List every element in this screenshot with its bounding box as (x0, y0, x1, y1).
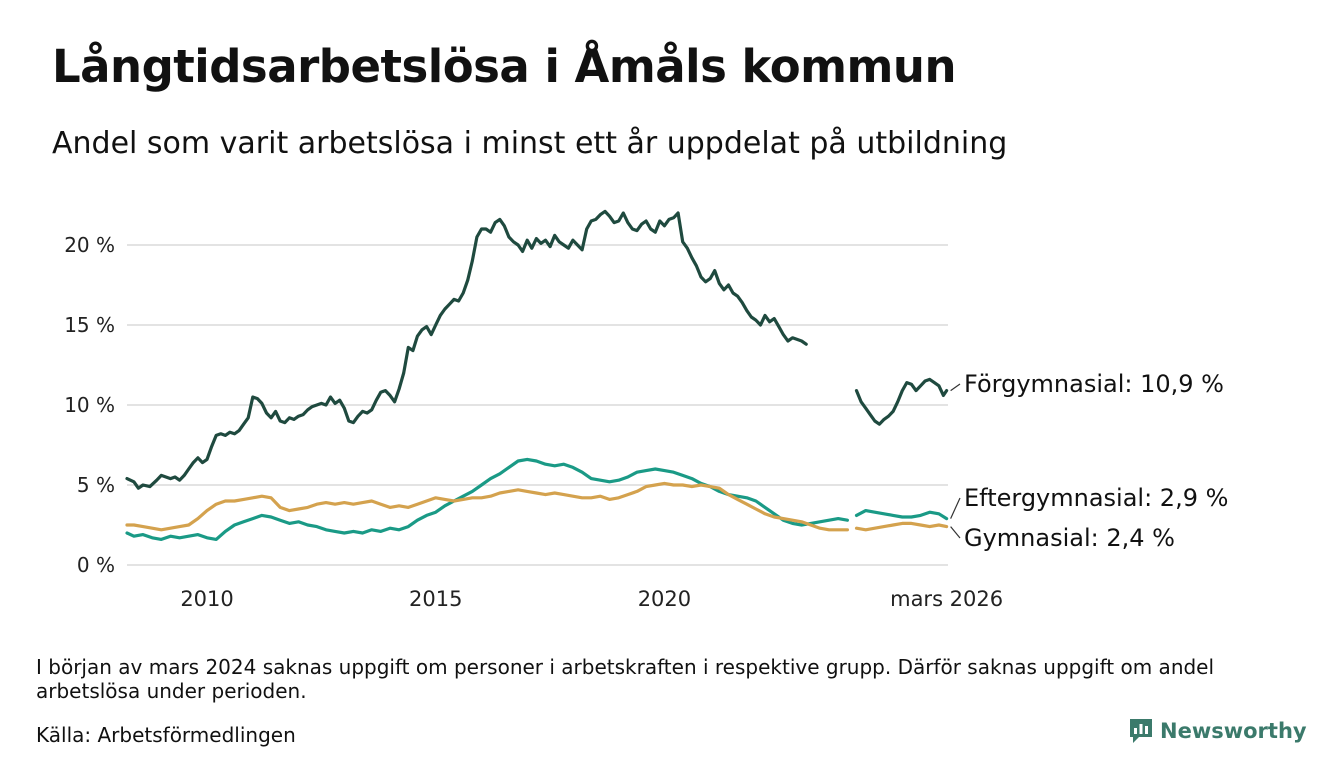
series-line-gymnasial (125, 481, 850, 532)
series-end-labels: Förgymnasial: 10,9 % Eftergymnasial: 2,9 … (950, 370, 1228, 552)
y-tick-label: 20 % (64, 233, 115, 257)
x-tick-label: 2020 (638, 587, 691, 611)
series-line-förgymnasial (854, 377, 949, 426)
grid-lines (127, 244, 948, 566)
source-note: Källa: Arbetsförmedlingen (36, 723, 296, 747)
series-line-eftergymnasial (854, 509, 949, 521)
y-tick-label: 10 % (64, 393, 115, 417)
label-leader-line (950, 383, 961, 392)
x-tick-label: 2015 (409, 587, 462, 611)
series-label-gymnasial: Gymnasial: 2,4 % (964, 524, 1175, 552)
brand-name: Newsworthy (1160, 719, 1307, 743)
y-axis-tick-labels: 0 % 5 % 10 % 15 % 20 % (64, 233, 115, 577)
y-tick-label: 15 % (64, 313, 115, 337)
y-tick-label: 0 % (77, 553, 115, 577)
series-label-förgymnasial: Förgymnasial: 10,9 % (964, 370, 1224, 398)
footnote: I början av mars 2024 saknas uppgift om … (36, 655, 1215, 703)
series-line-gymnasial (854, 521, 949, 532)
series-label-eftergymnasial: Eftergymnasial: 2,9 % (964, 484, 1228, 512)
x-tick-label: 2010 (180, 587, 233, 611)
label-leader-line (950, 526, 961, 539)
newsworthy-brand[interactable]: Newsworthy (1128, 717, 1307, 745)
series-lines (125, 209, 949, 542)
y-tick-label: 5 % (77, 473, 115, 497)
newsworthy-logo-icon (1130, 719, 1152, 743)
series-line-förgymnasial (125, 209, 808, 490)
line-chart: 0 % 5 % 10 % 15 % 20 % 2010 2015 2020 mars 2026… (64, 209, 1228, 611)
x-tick-label: mars 2026 (890, 587, 1003, 611)
x-axis-tick-labels: 2010 2015 2020 mars 2026 (180, 587, 1003, 611)
chart-title: Långtidsarbetslösa i Åmåls kommun (52, 40, 957, 93)
label-leader-line (950, 497, 961, 519)
chart-subtitle: Andel som varit arbetslösa i minst ett å… (52, 126, 1008, 161)
